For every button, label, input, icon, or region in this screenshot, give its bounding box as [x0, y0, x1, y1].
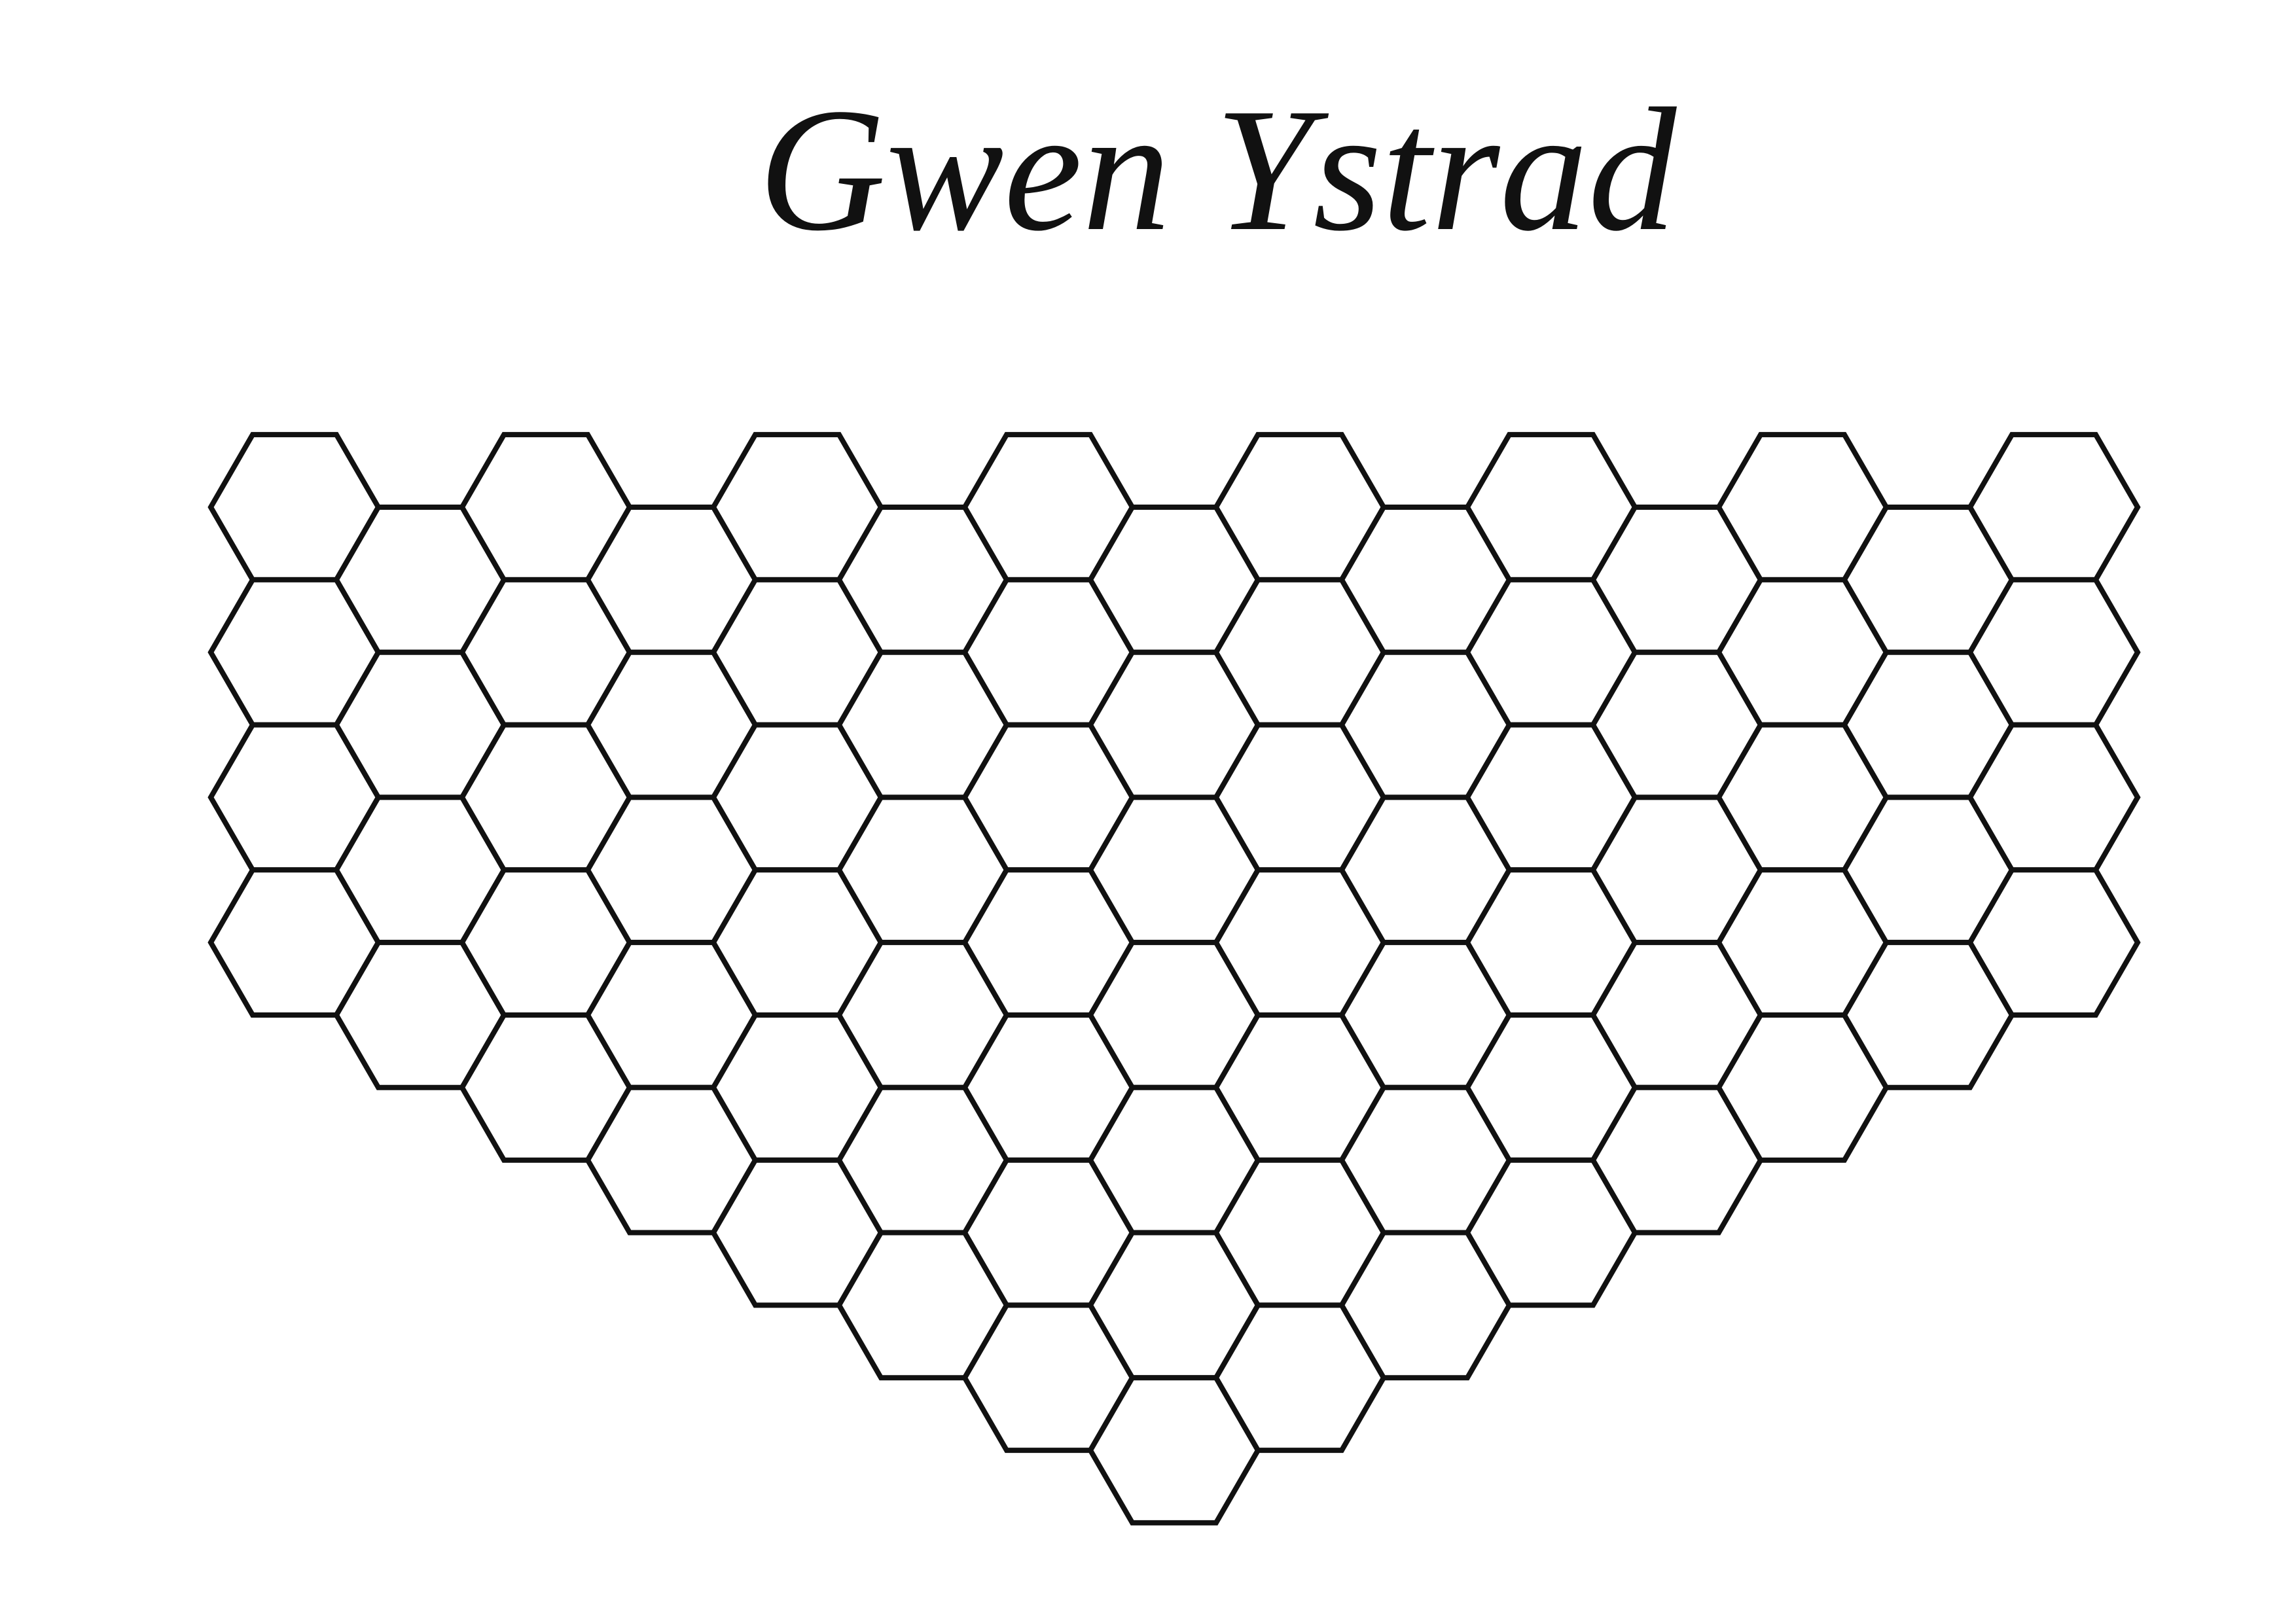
hex-grid [207, 432, 2141, 1525]
hex-cell[interactable] [1967, 867, 2141, 1018]
board-title: Gwen Ystrad [759, 72, 1679, 268]
